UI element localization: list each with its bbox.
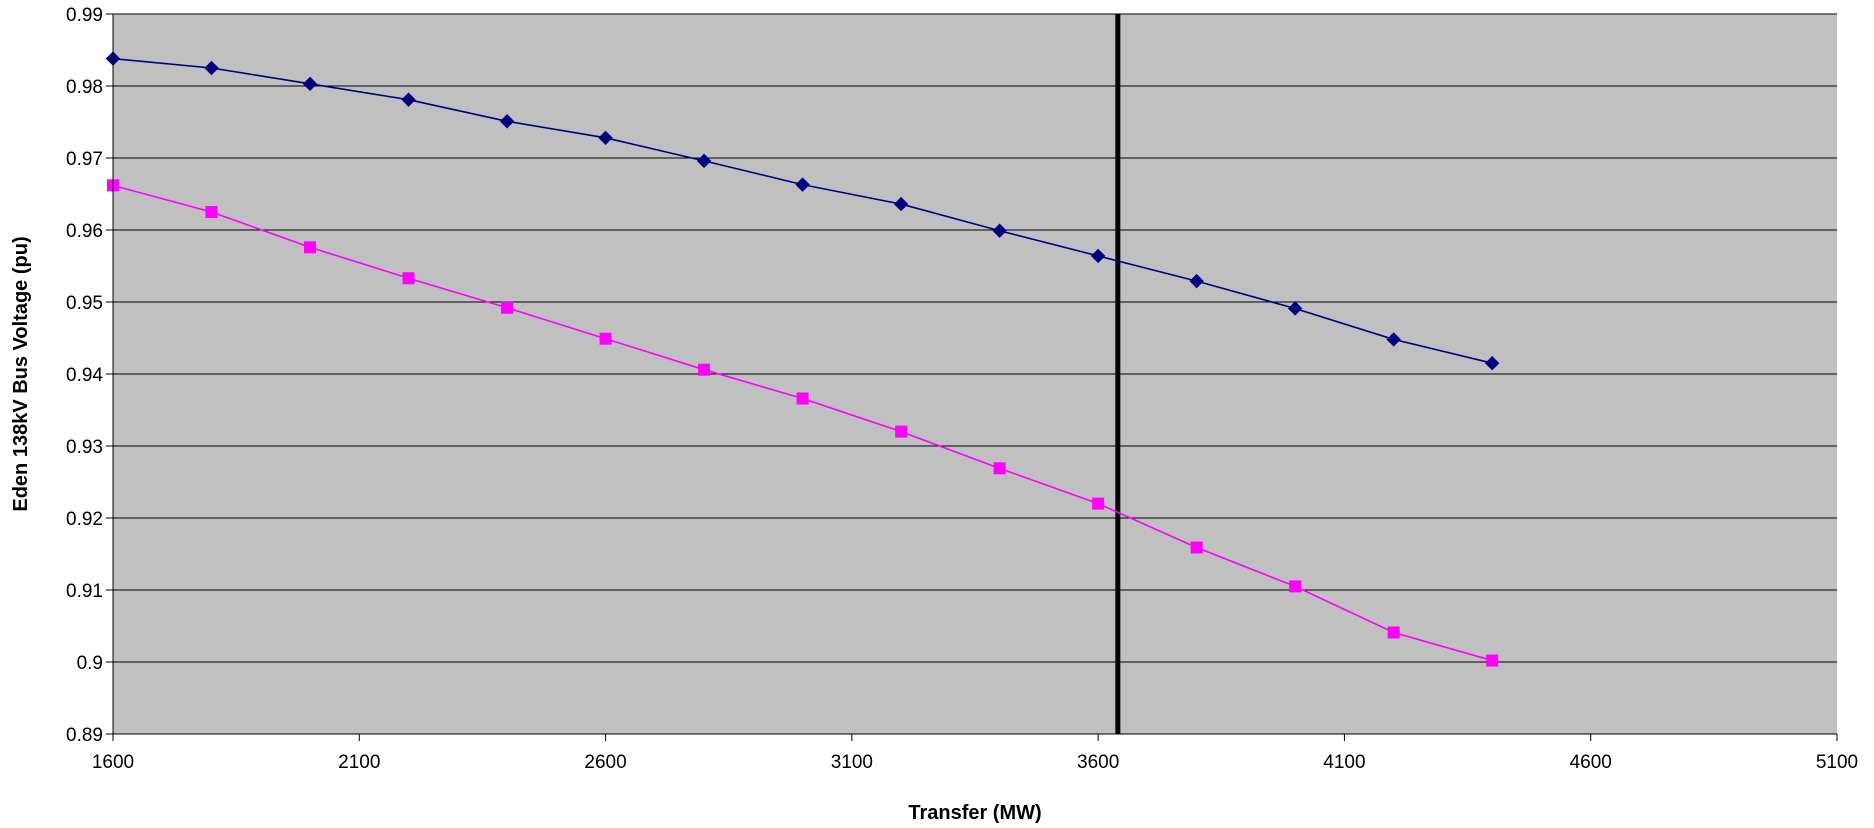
series-layer bbox=[105, 51, 1500, 667]
x-tick-label: 5100 bbox=[1816, 752, 1858, 773]
data-point bbox=[302, 76, 318, 92]
data-point bbox=[205, 206, 218, 218]
data-point bbox=[1484, 355, 1500, 371]
data-point bbox=[1289, 580, 1302, 593]
x-tick-label: 2100 bbox=[338, 752, 380, 773]
data-point bbox=[501, 301, 514, 314]
y-tick-label: 0.94 bbox=[66, 365, 103, 386]
data-point bbox=[893, 196, 909, 212]
y-axis-title: Eden 138kV Bus Voltage (pu) bbox=[10, 236, 32, 511]
series-1 bbox=[105, 51, 1500, 371]
data-point bbox=[401, 92, 416, 107]
data-point bbox=[698, 363, 711, 376]
data-point bbox=[499, 114, 515, 129]
data-point bbox=[402, 272, 415, 285]
x-tick-label: 2600 bbox=[584, 752, 626, 773]
data-point bbox=[1090, 248, 1106, 264]
y-tick-label: 0.99 bbox=[66, 5, 103, 26]
y-tick-label: 0.9 bbox=[77, 653, 103, 674]
data-point bbox=[598, 130, 613, 146]
y-tick-label: 0.96 bbox=[66, 221, 103, 242]
data-point bbox=[895, 425, 908, 438]
data-point bbox=[1189, 273, 1204, 289]
y-tick-label: 0.98 bbox=[66, 77, 103, 98]
y-tick-label: 0.93 bbox=[66, 437, 103, 458]
x-tick-label: 4100 bbox=[1323, 752, 1365, 773]
x-tick-label: 3100 bbox=[831, 752, 873, 773]
data-point bbox=[1387, 626, 1400, 639]
data-point bbox=[993, 462, 1006, 475]
data-point bbox=[1092, 497, 1105, 510]
x-tick-label: 3600 bbox=[1077, 752, 1119, 773]
data-point bbox=[304, 241, 317, 254]
x-tick-label: 4600 bbox=[1570, 752, 1612, 773]
data-point bbox=[796, 392, 809, 405]
y-tick-labels: 0.89 0.9 0.91 0.92 0.93 0.94 0.95 0.96 0.97 0.98 0… bbox=[66, 5, 103, 746]
data-point bbox=[992, 223, 1007, 238]
y-tick-label: 0.97 bbox=[66, 149, 103, 170]
x-tick-labels: 1600 2100 2600 3100 3600 4100 4600 5100 bbox=[92, 752, 1858, 773]
data-point bbox=[1190, 541, 1203, 554]
data-point bbox=[795, 177, 810, 192]
x-axis-title: Transfer (MW) bbox=[908, 802, 1041, 824]
data-point bbox=[1287, 301, 1303, 316]
data-point bbox=[696, 153, 712, 169]
axes bbox=[106, 13, 1838, 741]
y-tick-label: 0.95 bbox=[66, 293, 103, 314]
x-tick-label: 1600 bbox=[92, 752, 134, 773]
y-tick-label: 0.91 bbox=[66, 581, 103, 602]
data-point bbox=[1486, 654, 1499, 667]
y-tick-label: 0.89 bbox=[66, 725, 103, 746]
gridlines bbox=[113, 13, 1837, 663]
y-tick-label: 0.92 bbox=[66, 509, 103, 530]
data-point bbox=[599, 332, 612, 345]
data-point bbox=[204, 60, 219, 76]
data-point bbox=[1386, 332, 1401, 347]
